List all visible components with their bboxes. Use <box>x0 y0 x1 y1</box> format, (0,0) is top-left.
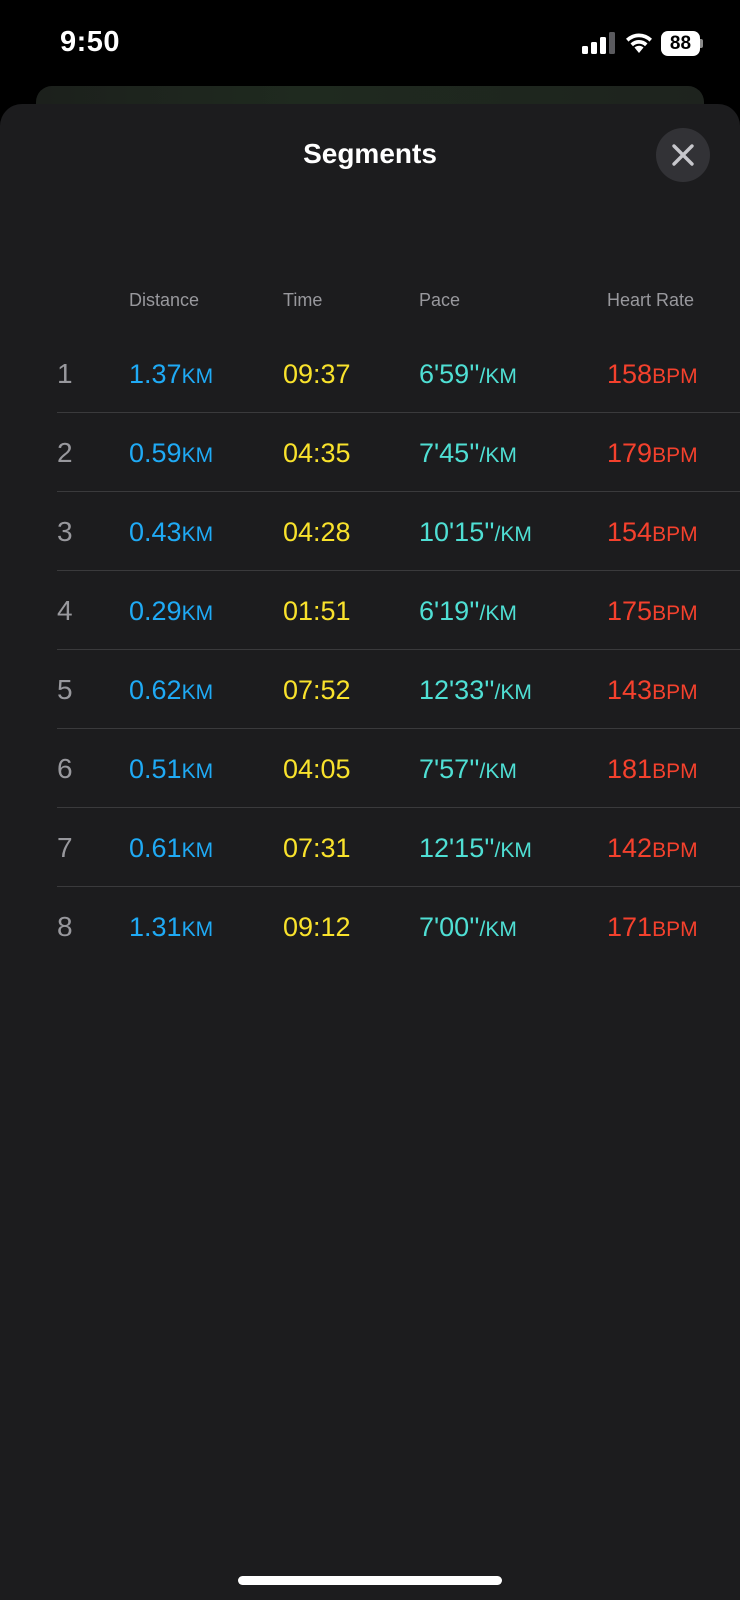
status-time: 9:50 <box>60 26 121 58</box>
close-button[interactable] <box>656 128 710 182</box>
table-row[interactable]: 4 0.29KM 01:51 6'19''/KM 175BPM <box>57 571 740 650</box>
segments-sheet: Segments Distance Time Pace Heart Rate 1… <box>0 104 740 1600</box>
segment-heart-rate: 142BPM <box>607 833 698 863</box>
segment-distance: 0.43KM <box>129 517 214 547</box>
segment-pace: 12'15''/KM <box>419 833 532 863</box>
segment-time: 04:05 <box>283 754 351 784</box>
segment-time: 07:52 <box>283 675 351 705</box>
segment-heart-rate: 181BPM <box>607 754 698 784</box>
battery-nub <box>700 39 703 48</box>
segment-index: 2 <box>57 437 73 468</box>
table-header: Distance Time Pace Heart Rate <box>0 290 740 334</box>
segment-heart-rate: 179BPM <box>607 438 698 468</box>
segment-time: 04:35 <box>283 438 351 468</box>
segment-time: 04:28 <box>283 517 351 547</box>
segment-distance: 0.59KM <box>129 438 214 468</box>
segments-table: Distance Time Pace Heart Rate 1 1.37KM 0… <box>0 290 740 965</box>
segment-pace: 6'59''/KM <box>419 359 517 389</box>
segment-index: 7 <box>57 832 73 863</box>
sheet-title: Segments <box>303 138 437 169</box>
segment-index: 8 <box>57 911 73 942</box>
segment-index: 6 <box>57 753 73 784</box>
wifi-icon <box>626 33 652 53</box>
segment-time: 01:51 <box>283 596 351 626</box>
header-distance: Distance <box>129 290 200 310</box>
header-pace: Pace <box>419 290 461 310</box>
status-bar: 9:50 88 <box>0 0 740 90</box>
table-row[interactable]: 5 0.62KM 07:52 12'33''/KM 143BPM <box>57 650 740 729</box>
segment-distance: 1.31KM <box>129 912 214 942</box>
segment-heart-rate: 175BPM <box>607 596 698 626</box>
segment-time: 09:37 <box>283 359 351 389</box>
table-row[interactable]: 3 0.43KM 04:28 10'15''/KM 154BPM <box>57 492 740 571</box>
segment-pace: 7'57''/KM <box>419 754 517 784</box>
table-row[interactable]: 6 0.51KM 04:05 7'57''/KM 181BPM <box>57 729 740 808</box>
segment-index: 3 <box>57 516 73 547</box>
table-row[interactable]: 7 0.61KM 07:31 12'15''/KM 142BPM <box>57 808 740 887</box>
segment-pace: 6'19''/KM <box>419 596 517 626</box>
segment-distance: 1.37KM <box>129 359 214 389</box>
segment-heart-rate: 171BPM <box>607 912 698 942</box>
header-time: Time <box>283 290 323 310</box>
segment-index: 4 <box>57 595 73 626</box>
table-row[interactable]: 8 1.31KM 09:12 7'00''/KM 171BPM <box>57 887 740 965</box>
header-heart-rate: Heart Rate <box>607 290 695 310</box>
battery-level: 88 <box>661 31 700 56</box>
segment-time: 07:31 <box>283 833 351 863</box>
segment-time: 09:12 <box>283 912 351 942</box>
segment-distance: 0.29KM <box>129 596 214 626</box>
table-row[interactable]: 2 0.59KM 04:35 7'45''/KM 179BPM <box>57 413 740 492</box>
segment-pace: 7'00''/KM <box>419 912 517 942</box>
segment-distance: 0.51KM <box>129 754 214 784</box>
close-icon <box>672 144 694 166</box>
segment-distance: 0.61KM <box>129 833 214 863</box>
segment-distance: 0.62KM <box>129 675 214 705</box>
segment-index: 5 <box>57 674 73 705</box>
segment-heart-rate: 154BPM <box>607 517 698 547</box>
segment-index: 1 <box>57 358 73 389</box>
segment-heart-rate: 143BPM <box>607 675 698 705</box>
segment-pace: 7'45''/KM <box>419 438 517 468</box>
signal-icon <box>582 32 615 54</box>
battery-icon: 88 <box>661 31 703 56</box>
home-indicator[interactable] <box>238 1576 502 1585</box>
segment-pace: 10'15''/KM <box>419 517 532 547</box>
segment-heart-rate: 158BPM <box>607 359 698 389</box>
table-row[interactable]: 1 1.37KM 09:37 6'59''/KM 158BPM <box>57 334 740 413</box>
segment-pace: 12'33''/KM <box>419 675 532 705</box>
